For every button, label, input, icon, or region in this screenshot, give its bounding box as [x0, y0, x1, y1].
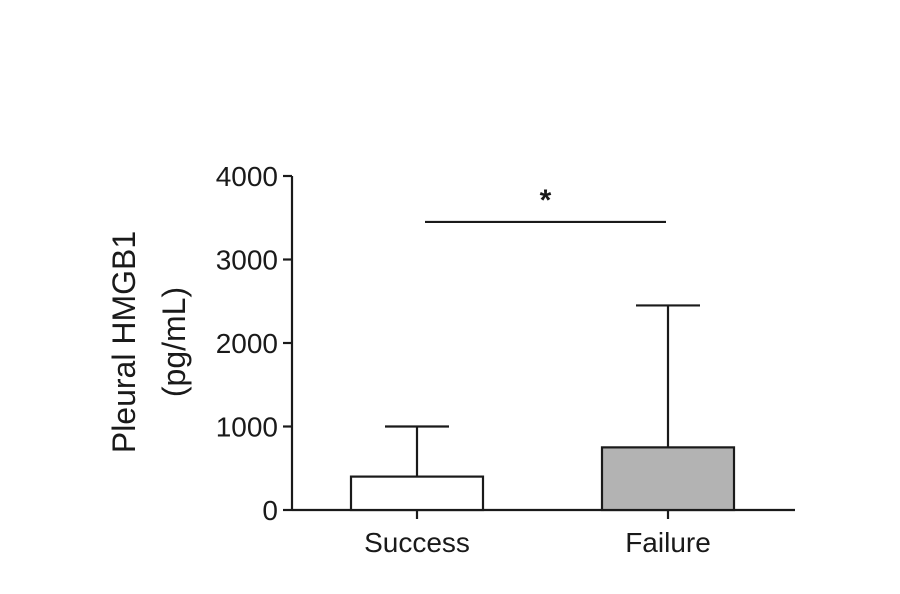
significance-star: *: [540, 184, 552, 217]
y-tick-label: 1000: [216, 412, 278, 443]
x-axis: Success Failure: [292, 508, 795, 558]
y-tick-label: 0: [262, 495, 278, 526]
y-tick-label: 4000: [216, 161, 278, 192]
x-tick-label: Success: [364, 527, 470, 558]
x-tick-label: Failure: [625, 527, 711, 558]
bar-failure: [600, 446, 736, 512]
significance-annotation: *: [425, 184, 666, 224]
y-axis-label: Pleural HMGB1 (pg/mL): [106, 231, 192, 453]
y-tick-label: 2000: [216, 328, 278, 359]
bars: [349, 446, 736, 512]
bar-success: [349, 475, 485, 512]
y-axis-label-line1: Pleural HMGB1: [106, 231, 142, 453]
y-axis: 0 1000 2000 3000 4000: [216, 161, 294, 526]
y-tick-label: 3000: [216, 245, 278, 276]
y-axis-label-line2: (pg/mL): [156, 287, 192, 397]
error-bars: [385, 304, 700, 477]
